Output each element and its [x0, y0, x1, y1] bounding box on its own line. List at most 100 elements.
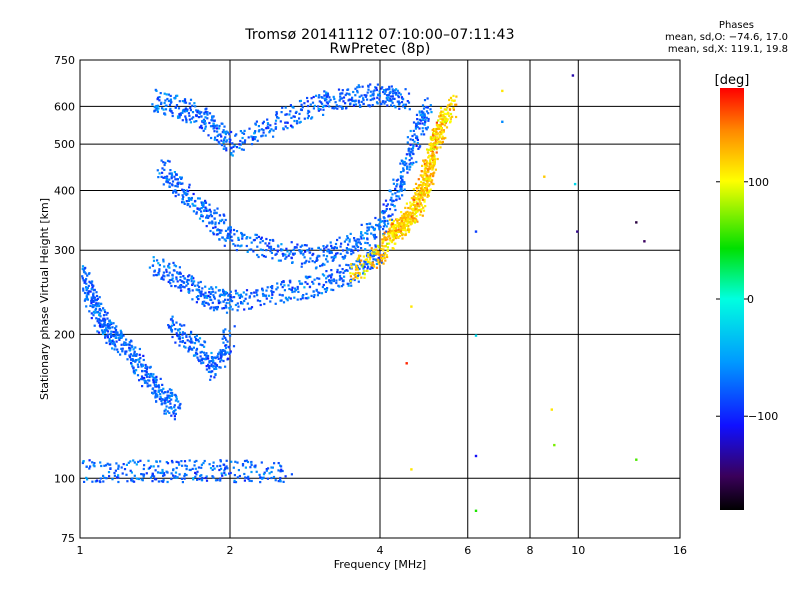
- data-point: [169, 99, 172, 102]
- data-point: [406, 136, 409, 139]
- data-point: [245, 293, 248, 296]
- data-point: [309, 257, 312, 260]
- data-point: [183, 472, 187, 476]
- data-point: [259, 476, 262, 479]
- data-point: [227, 232, 230, 235]
- data-point: [404, 103, 407, 106]
- data-point: [221, 337, 224, 340]
- data-point: [214, 221, 217, 224]
- data-point: [188, 102, 191, 105]
- data-point: [380, 87, 383, 90]
- data-point: [167, 274, 170, 277]
- data-point: [129, 353, 133, 356]
- data-point: [82, 289, 85, 292]
- data-point: [332, 288, 335, 292]
- data-point: [229, 305, 232, 308]
- data-point: [82, 460, 85, 463]
- data-point: [244, 297, 247, 300]
- data-point: [332, 279, 335, 282]
- data-point: [317, 254, 320, 257]
- data-point: [274, 479, 277, 482]
- data-point: [346, 248, 349, 251]
- data-point: [312, 107, 315, 110]
- data-point: [414, 182, 418, 185]
- data-point: [332, 95, 335, 98]
- data-point: [347, 88, 350, 91]
- data-point: [172, 323, 176, 326]
- data-point: [209, 229, 212, 233]
- data-point: [92, 300, 95, 303]
- data-point: [387, 215, 390, 218]
- data-point: [410, 147, 413, 151]
- data-point: [156, 394, 159, 397]
- data-point: [169, 394, 172, 397]
- data-point: [389, 237, 392, 240]
- data-point: [323, 97, 326, 100]
- data-point: [195, 288, 198, 291]
- data-point: [105, 327, 108, 330]
- data-point: [425, 177, 428, 181]
- data-point: [170, 330, 173, 333]
- data-point: [195, 301, 198, 304]
- data-point: [345, 107, 348, 110]
- data-point: [212, 364, 215, 367]
- data-point: [423, 99, 427, 102]
- data-point: [367, 260, 370, 263]
- data-point: [339, 92, 342, 95]
- data-point: [227, 294, 230, 297]
- data-point: [379, 225, 382, 229]
- data-point: [263, 471, 266, 474]
- data-point: [362, 255, 365, 258]
- data-point: [217, 233, 220, 236]
- data-point: [409, 162, 412, 165]
- data-point: [440, 133, 443, 136]
- data-point: [401, 178, 404, 182]
- data-point: [413, 140, 416, 143]
- data-point: [205, 475, 208, 478]
- data-point: [120, 466, 123, 469]
- data-point: [194, 351, 198, 354]
- data-point: [443, 112, 446, 115]
- data-point: [209, 296, 212, 299]
- data-point: [181, 333, 184, 336]
- data-point: [220, 351, 224, 354]
- data-point: [179, 176, 182, 179]
- data-point: [426, 177, 429, 180]
- data-point: [322, 250, 325, 253]
- data-point: [323, 263, 326, 266]
- data-point: [403, 181, 406, 184]
- data-point: [306, 100, 309, 103]
- data-point: [248, 127, 251, 130]
- data-point: [224, 353, 227, 356]
- data-point: [226, 467, 229, 470]
- data-point: [94, 308, 97, 312]
- data-point: [121, 350, 124, 353]
- data-point: [154, 385, 157, 388]
- data-point: [152, 256, 155, 259]
- data-point: [212, 476, 215, 479]
- data-point: [373, 89, 376, 92]
- data-point: [216, 130, 219, 133]
- data-point: [344, 102, 347, 105]
- data-point: [171, 321, 174, 324]
- data-point: [269, 285, 272, 289]
- data-point: [196, 356, 199, 359]
- colorbar-label: [deg]: [715, 73, 750, 88]
- data-point: [370, 265, 373, 268]
- data-point: [124, 352, 127, 356]
- data-point: [253, 132, 256, 135]
- data-point: [404, 157, 408, 160]
- data-point: [383, 211, 386, 214]
- data-point: [146, 385, 149, 388]
- data-point: [208, 112, 212, 115]
- data-point: [377, 246, 380, 249]
- data-point: [412, 129, 415, 132]
- data-point: [283, 284, 286, 287]
- data-point: [366, 238, 369, 241]
- data-point: [403, 160, 406, 164]
- data-point: [355, 266, 358, 269]
- data-point: [221, 288, 225, 291]
- data-point: [338, 274, 342, 277]
- data-point: [349, 272, 352, 275]
- data-point: [282, 127, 285, 130]
